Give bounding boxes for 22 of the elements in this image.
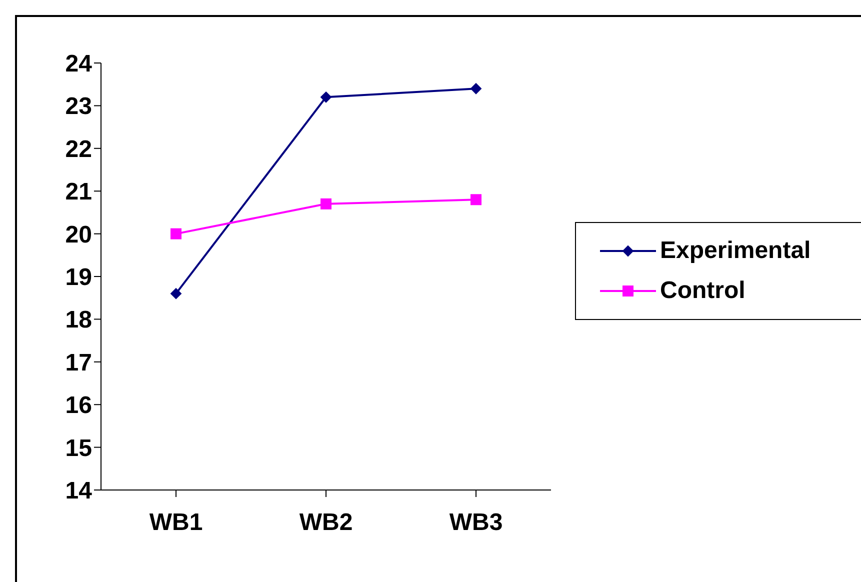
y-tick-label: 18	[65, 306, 92, 334]
point	[170, 228, 182, 240]
y-tick-label: 22	[65, 136, 92, 163]
x-tick-label: WB3	[449, 509, 503, 536]
y-tick-label: 24	[65, 50, 93, 78]
y-tick-label: 21	[65, 178, 92, 206]
point	[470, 83, 482, 94]
point	[320, 198, 332, 210]
x-tick-label: WB1	[149, 509, 203, 536]
point	[170, 288, 182, 300]
legend-label: Experimental	[660, 237, 811, 265]
y-tick-label: 23	[65, 93, 92, 120]
point	[470, 194, 482, 206]
y-tick-label: 16	[65, 392, 92, 420]
y-tick-label: 15	[65, 434, 92, 462]
x-tick-label: WB2	[299, 509, 353, 536]
y-tick-label: 20	[65, 221, 92, 248]
y-tick-label: 14	[65, 478, 93, 505]
legend-label: Control	[660, 277, 746, 305]
point	[320, 92, 332, 103]
y-tick-label: 19	[65, 264, 92, 292]
y-tick-label: 17	[65, 349, 92, 376]
